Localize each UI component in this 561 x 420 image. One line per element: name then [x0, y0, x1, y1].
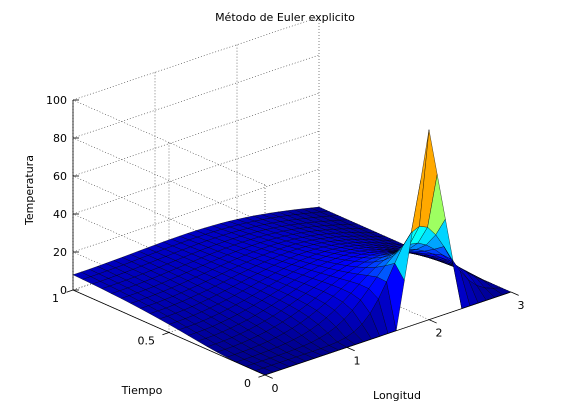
- gridline-z-left: [72, 213, 266, 300]
- x-tick-mark: [510, 291, 519, 296]
- z-tick-label: 100: [46, 94, 67, 107]
- y-tick-label: 1: [52, 292, 59, 305]
- gridline-z-back: [72, 92, 320, 177]
- z-tick-label: 20: [53, 246, 67, 259]
- gridline-z-back: [72, 168, 320, 253]
- y-tick-mark: [258, 374, 266, 378]
- gridline-z-left: [72, 137, 266, 224]
- x-tick-mark: [264, 374, 273, 379]
- x-tick-mark: [346, 346, 355, 352]
- y-tick-label: 0.5: [138, 335, 156, 348]
- x-tick-mark: [428, 319, 437, 324]
- x-axis-line: [264, 291, 512, 376]
- z-tick-label: 40: [53, 208, 67, 221]
- x-tick-label: 3: [518, 299, 525, 312]
- chart-title: Método de Euler explicito: [215, 11, 355, 24]
- x-tick-label: 1: [354, 354, 361, 367]
- gridline-z-back: [72, 16, 320, 101]
- gridline-z-left: [72, 175, 266, 262]
- gridline-z-back: [72, 54, 320, 139]
- z-axis-label: Temperatura: [23, 155, 36, 226]
- z-tick-label: 0: [60, 284, 67, 297]
- z-tick-label: 80: [53, 132, 67, 145]
- x-tick-label: 0: [272, 382, 279, 395]
- gridline-z-left: [72, 99, 266, 186]
- x-axis-label: Longitud: [373, 389, 421, 402]
- z-tick-label: 60: [53, 170, 67, 183]
- y-axis-label: Tiempo: [121, 384, 163, 397]
- y-tick-mark: [66, 289, 74, 293]
- x-tick-label: 2: [436, 327, 443, 340]
- temperature-surface: [72, 129, 512, 376]
- y-tick-mark: [162, 332, 170, 336]
- gridline-z-back: [72, 130, 320, 215]
- y-tick-label: 0: [244, 377, 251, 390]
